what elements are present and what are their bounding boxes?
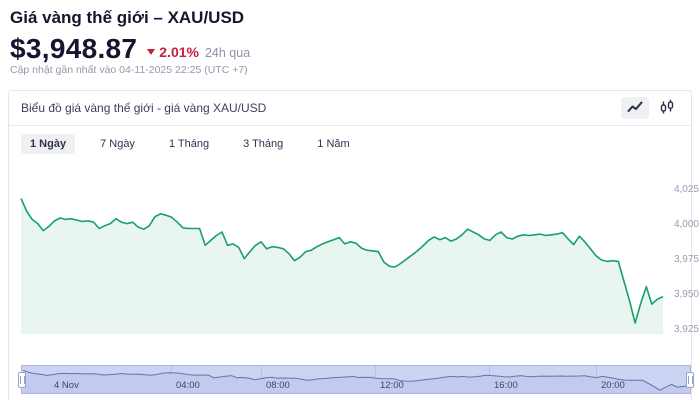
navigator-left-handle[interactable] [18, 371, 26, 388]
y-axis-label: 3,975 [673, 254, 699, 265]
price-row: $3,948.87 2.01% 24h qua [10, 33, 250, 65]
chart-card: Biểu đồ giá vàng thế giới - giá vàng XAU… [8, 90, 699, 400]
y-axis-label: 3,950 [673, 289, 699, 300]
last-updated-text: Cập nhật gần nhất vào 04-11-2025 22:25 (… [10, 64, 248, 76]
y-axis-label: 4,000 [673, 219, 699, 230]
navigator-right-handle[interactable] [686, 371, 694, 388]
candlestick-chart-button[interactable] [653, 97, 681, 119]
x-axis-label: 20:00 [601, 380, 625, 391]
price-line-chart [20, 198, 664, 334]
y-axis-label: 4,025 [673, 184, 699, 195]
x-axis-label: 08:00 [266, 380, 290, 391]
navigator-mini-chart [22, 369, 690, 393]
price-chart-plot[interactable] [9, 163, 669, 341]
price-value: $3,948.87 [10, 33, 138, 64]
x-axis-label: 4 Nov [54, 380, 79, 391]
tab-1-day[interactable]: 1 Ngày [21, 134, 76, 154]
chart-card-header: Biểu đồ giá vàng thế giới - giá vàng XAU… [9, 91, 691, 126]
tab-3-months[interactable]: 3 Tháng [234, 134, 292, 154]
tab-1-month[interactable]: 1 Tháng [160, 134, 218, 154]
price-change: 2.01% [147, 44, 199, 60]
chart-navigator[interactable]: 4 Nov 04:00 08:00 12:00 16:00 20:00 [18, 365, 694, 394]
y-axis-label: 3,925 [673, 324, 699, 335]
tab-7-days[interactable]: 7 Ngày [91, 134, 144, 154]
line-chart-button[interactable] [621, 97, 649, 119]
x-axis-label: 16:00 [494, 380, 518, 391]
x-axis-label: 12:00 [380, 380, 404, 391]
down-arrow-icon [147, 49, 156, 55]
chart-card-title: Biểu đồ giá vàng thế giới - giá vàng XAU… [21, 101, 267, 115]
change-percent: 2.01% [159, 44, 199, 60]
tab-1-year[interactable]: 1 Năm [308, 134, 358, 154]
line-chart-icon [627, 100, 643, 117]
page-title: Giá vàng thế giới – XAU/USD [10, 8, 245, 27]
candlestick-icon [660, 99, 674, 118]
chart-type-switcher [621, 97, 681, 119]
change-period: 24h qua [204, 45, 251, 60]
x-axis-label: 04:00 [176, 380, 200, 391]
range-tabs: 1 Ngày 7 Ngày 1 Tháng 3 Tháng 1 Năm [21, 134, 359, 154]
